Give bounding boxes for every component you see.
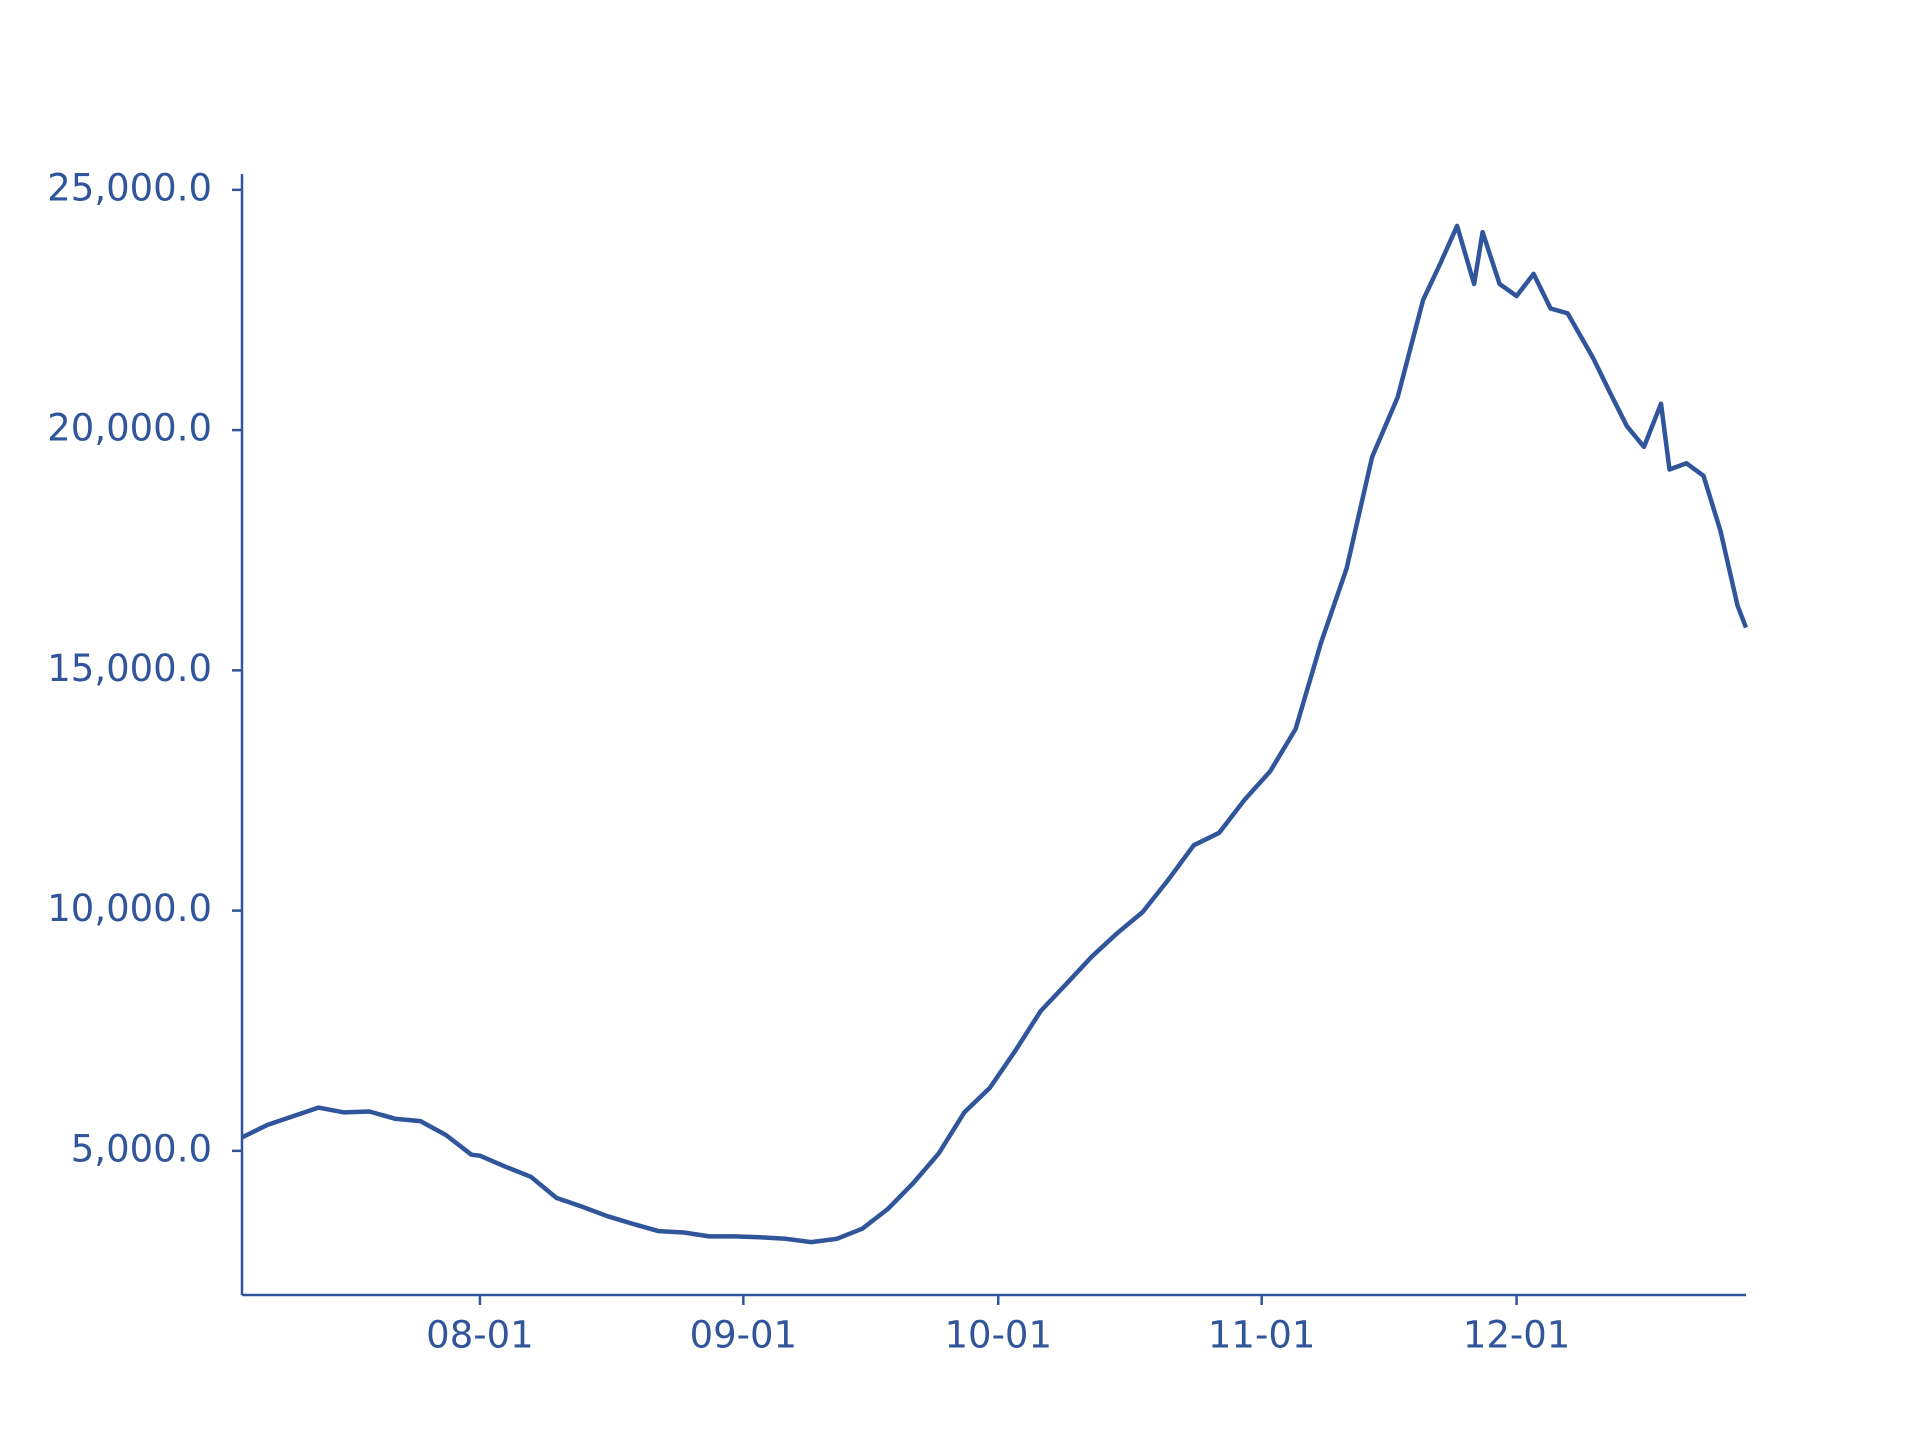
y-tick-label: 20,000.0	[47, 407, 212, 450]
y-tick-label: 15,000.0	[47, 647, 212, 690]
x-tick-label: 11-01	[1208, 1314, 1316, 1357]
y-tick-label: 25,000.0	[47, 166, 212, 209]
x-tick-label: 10-01	[944, 1314, 1052, 1357]
x-tick-label: 09-01	[690, 1314, 798, 1357]
x-tick-label: 08-01	[426, 1314, 534, 1357]
x-tick-label: 12-01	[1463, 1314, 1571, 1357]
data-line	[241, 223, 1749, 1245]
y-tick-label: 10,000.0	[47, 887, 212, 930]
y-tick-label: 5,000.0	[71, 1127, 212, 1170]
